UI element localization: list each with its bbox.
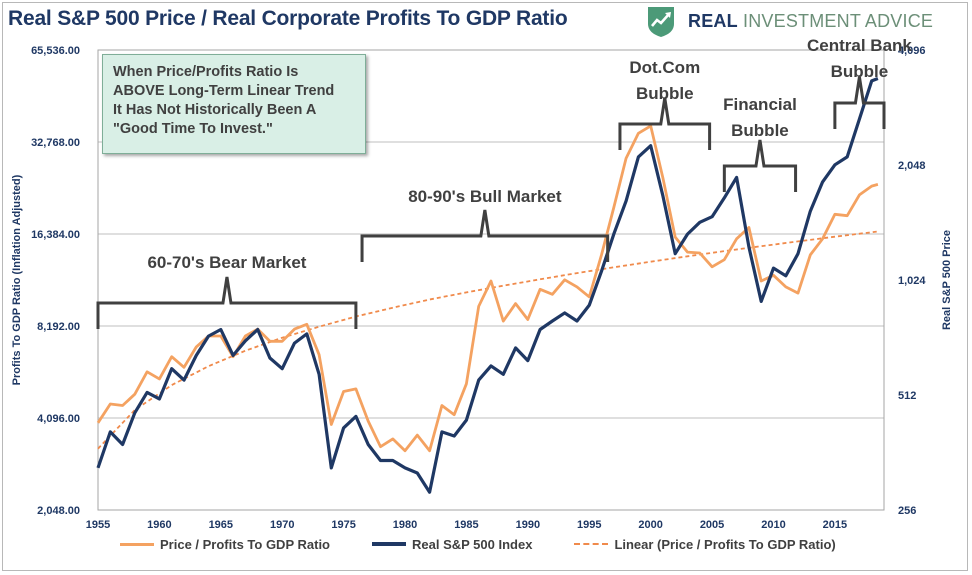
y-left-tick-label: 65,536.00 [31,45,80,57]
annotation-label: 80-90's Bull Market [408,187,562,206]
annotation-bracket [722,139,798,192]
sp500-series-line [96,77,879,494]
annotation-label: Bubble [831,62,889,81]
brand-name-light: INVESTMENT ADVICE [743,10,934,31]
annotation-line: When Price/Profits Ratio Is [113,64,299,80]
legend-swatch-linear [574,543,609,545]
annotation-bracket [360,209,610,262]
brand-name: REAL INVESTMENT ADVICE [688,11,933,32]
annotation-line: ABOVE Long-Term Linear Trend [113,83,335,99]
x-tick-label: 1975 [331,519,355,531]
x-tick-label: 1955 [86,519,110,531]
annotation-label: Central Bank [807,36,912,55]
y-right-tick-label: 512 [898,390,916,402]
annotation-label: Dot.Com [629,58,700,77]
x-tick-label: 2010 [761,519,785,531]
legend-item-linear: Linear (Price / Profits To GDP Ratio) [574,536,836,552]
y-left-tick-label: 4,096.00 [37,413,80,425]
annotation-label: Financial [723,95,797,114]
brand-logo: REAL INVESTMENT ADVICE [644,4,933,38]
annotation-line: It Has Not Historically Been A [113,102,317,118]
x-tick-label: 1970 [270,519,294,531]
annotation-line: "Good Time To Invest." [113,121,273,137]
legend-swatch-sp500 [372,542,406,546]
linear-trend-line [97,230,879,450]
x-tick-label: 1960 [147,519,171,531]
x-tick-label: 1965 [209,519,233,531]
annotation-bracket [96,276,358,329]
x-tick-label: 2015 [823,519,847,531]
y-right-tick-label: 2,048 [898,160,926,172]
x-tick-label: 1985 [454,519,478,531]
legend-label-sp500: Real S&P 500 Index [412,536,533,552]
legend: Price / Profits To GDP Ratio Real S&P 50… [120,533,878,555]
y-left-axis-label: Profits To GDP Ratio (Inflation Adjusted… [11,174,23,385]
x-tick-label: 1980 [393,519,417,531]
annotation-box: When Price/Profits Ratio Is ABOVE Long-T… [102,54,366,154]
annotation-bracket [618,97,712,150]
annotation-label: Bubble [731,121,789,140]
annotation-label: 60-70's Bear Market [147,253,306,272]
brand-name-bold: REAL [688,10,738,31]
y-left-tick-label: 16,384.00 [31,229,80,241]
annotation-bracket [833,76,886,129]
legend-label-linear: Linear (Price / Profits To GDP Ratio) [614,536,836,552]
legend-item-sp500: Real S&P 500 Index [372,537,532,552]
y-left-tick-label: 8,192.00 [37,321,80,333]
legend-swatch-ratio [120,542,154,546]
y-right-axis-label: Real S&P 500 Price [941,230,953,330]
x-tick-label: 2005 [700,519,724,531]
trend-arrow-shield-icon [648,7,674,37]
x-tick-label: 1995 [577,519,601,531]
chart-title: Real S&P 500 Price / Real Corporate Prof… [8,7,568,30]
annotation-label: Bubble [636,84,694,103]
legend-label-ratio: Price / Profits To GDP Ratio [160,536,330,552]
legend-item-ratio: Price / Profits To GDP Ratio [120,537,330,552]
y-right-tick-label: 4,096 [898,45,926,57]
x-tick-label: 1990 [516,519,540,531]
y-right-tick-label: 1,024 [898,275,926,287]
ratio-series-line [96,124,879,453]
plot-area [97,49,885,511]
y-left-tick-label: 32,768.00 [31,137,80,149]
y-left-tick-label: 2,048.00 [37,505,80,517]
y-right-tick-label: 256 [898,505,916,517]
x-tick-label: 2000 [638,519,662,531]
